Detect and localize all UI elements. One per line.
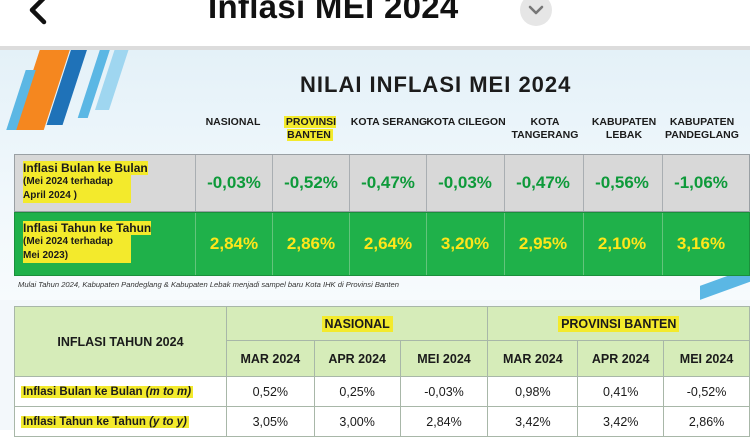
- value-cell: 2,84%: [195, 213, 272, 275]
- back-button[interactable]: [20, 0, 60, 30]
- table-main-header: INFLASI TAHUN 2024: [14, 306, 227, 377]
- table-row: Inflasi Tahun ke Tahun (y to y) 3,05% 3,…: [14, 406, 750, 437]
- title-dropdown-button[interactable]: [520, 0, 552, 26]
- row-yoy: Inflasi Tahun ke Tahun (Mei 2024 terhada…: [14, 212, 750, 276]
- value-cell: 3,20%: [426, 213, 503, 275]
- month-header: APR 2024: [313, 340, 401, 377]
- month-header: MAR 2024: [225, 340, 315, 377]
- row-mtm: Inflasi Bulan ke Bulan (Mei 2024 terhada…: [14, 154, 750, 212]
- back-arrow-icon: [29, 0, 47, 25]
- value-cell: 3,16%: [662, 213, 739, 275]
- table-cell: 3,00%: [313, 406, 401, 437]
- month-header: MAR 2024: [487, 340, 579, 377]
- col-header-provinsi-banten: PROVINSI BANTEN: [283, 116, 337, 141]
- page-title: Inflasi MEI 2024: [208, 0, 459, 25]
- row-mtm-label: Inflasi Bulan ke Bulan (Mei 2024 terhada…: [23, 161, 148, 203]
- table-cell: 3,42%: [487, 406, 579, 437]
- table-cell: 3,05%: [225, 406, 315, 437]
- value-cell: -0,56%: [583, 155, 660, 211]
- table-cell: 2,84%: [399, 406, 489, 437]
- col-header-kabupaten-pandeglang: KABUPATEN PANDEGLANG: [665, 116, 739, 141]
- col-header-kabupaten-lebak: KABUPATEN LEBAK: [591, 116, 657, 141]
- table-cell: 0,52%: [225, 376, 315, 407]
- table-row-label: Inflasi Bulan ke Bulan (m to m): [14, 376, 227, 407]
- value-cell: 2,86%: [272, 213, 349, 275]
- table-cell: 3,42%: [577, 406, 665, 437]
- table-cell: 0,25%: [313, 376, 401, 407]
- table-cell: -0,03%: [399, 376, 489, 407]
- group-header-provinsi-banten: PROVINSI BANTEN: [487, 306, 750, 341]
- inflation-infographic: NILAI INFLASI MEI 2024 NASIONAL PROVINSI…: [0, 50, 750, 300]
- table-cell: 2,86%: [663, 406, 750, 437]
- month-header: MEI 2024: [663, 340, 750, 377]
- app-header: Inflasi MEI 2024: [0, 0, 750, 46]
- value-cell: -0,52%: [272, 155, 349, 211]
- col-header-kota-cilegon: KOTA CILEGON: [426, 116, 506, 128]
- table-row: Inflasi Bulan ke Bulan (m to m) 0,52% 0,…: [14, 376, 750, 407]
- table-row-label: Inflasi Tahun ke Tahun (y to y): [14, 406, 227, 437]
- col-header-kota-tangerang: KOTA TANGERANG: [511, 116, 579, 141]
- row-yoy-label: Inflasi Tahun ke Tahun (Mei 2024 terhada…: [23, 221, 152, 263]
- month-header: MEI 2024: [399, 340, 489, 377]
- value-cell: 2,95%: [504, 213, 581, 275]
- footnote: Mulai Tahun 2024, Kabupaten Pandeglang &…: [18, 280, 399, 289]
- table-cell: -0,52%: [663, 376, 750, 407]
- col-header-kota-serang: KOTA SERANG: [350, 116, 428, 128]
- value-cell: -0,47%: [504, 155, 581, 211]
- inflation-table-panel: INFLASI TAHUN 2024 NASIONAL PROVINSI BAN…: [0, 300, 750, 437]
- value-cell: -1,06%: [662, 155, 739, 211]
- header-divider: [0, 46, 750, 50]
- col-header-nasional: NASIONAL: [205, 116, 261, 128]
- table-cell: 0,41%: [577, 376, 665, 407]
- chevron-down-icon: [528, 5, 544, 15]
- value-cell: -0,03%: [195, 155, 272, 211]
- value-cell: 2,10%: [583, 213, 660, 275]
- infographic-title: NILAI INFLASI MEI 2024: [300, 72, 572, 97]
- value-cell: -0,47%: [349, 155, 426, 211]
- inflation-table: INFLASI TAHUN 2024 NASIONAL PROVINSI BAN…: [14, 306, 750, 437]
- month-header: APR 2024: [577, 340, 665, 377]
- group-header-nasional: NASIONAL: [225, 306, 489, 341]
- value-cell: 2,64%: [349, 213, 426, 275]
- value-cell: -0,03%: [426, 155, 503, 211]
- table-cell: 0,98%: [487, 376, 579, 407]
